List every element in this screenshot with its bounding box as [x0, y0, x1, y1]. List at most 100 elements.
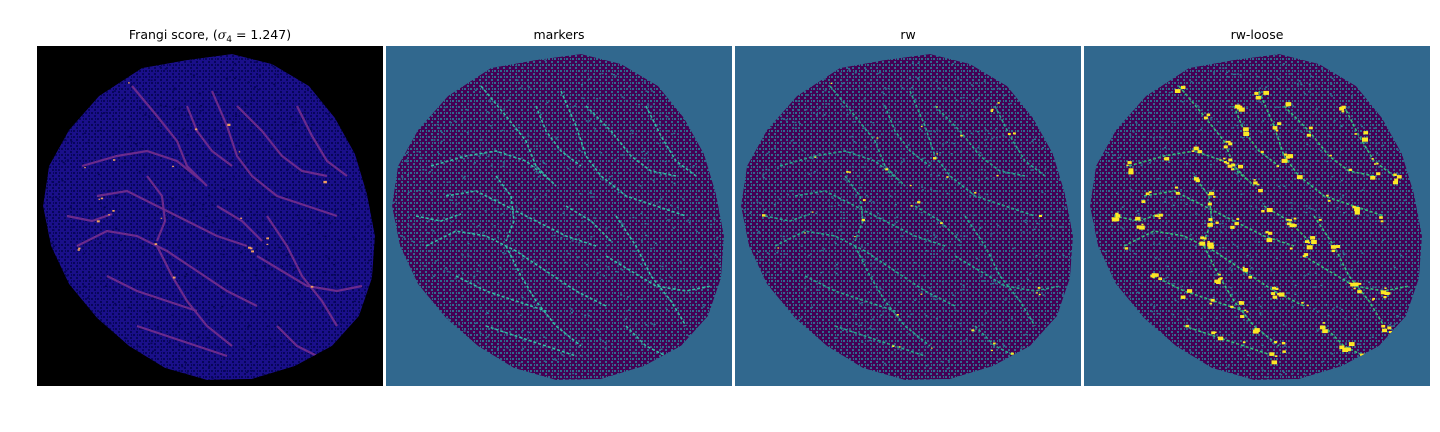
- vessel-trace: [66, 212, 113, 223]
- highlight-mark: [1311, 240, 1317, 244]
- highlight-mark: [1234, 222, 1239, 226]
- vessel-trace: [1343, 105, 1395, 177]
- highlight-mark: [1135, 216, 1141, 221]
- vessel-trace: [1183, 325, 1275, 357]
- highlight-mark: [1236, 218, 1240, 220]
- tissue-region: [392, 54, 724, 380]
- highlight-mark: [1387, 326, 1392, 330]
- highlight-mark: [1157, 215, 1160, 218]
- vessel-trace: [146, 175, 167, 242]
- highlight-mark: [172, 165, 174, 168]
- highlight-mark: [1349, 282, 1352, 284]
- highlight-mark: [1376, 172, 1381, 176]
- highlight-mark: [1274, 341, 1278, 344]
- rw-loose-panel-image: [1084, 46, 1430, 386]
- highlight-mark: [1181, 85, 1186, 89]
- vessel-trace: [185, 105, 233, 167]
- highlight-mark: [1127, 161, 1132, 164]
- highlight-mark: [1158, 277, 1163, 281]
- highlight-mark: [1354, 133, 1357, 135]
- highlight-mark: [1292, 224, 1297, 227]
- highlight-mark: [1374, 163, 1377, 165]
- highlight-mark: [1228, 142, 1233, 146]
- highlight-mark: [1257, 183, 1260, 186]
- vessel-trace: [136, 324, 228, 358]
- highlight-mark: [1272, 295, 1278, 299]
- highlight-mark: [1164, 157, 1170, 161]
- vessel-trace: [934, 105, 1026, 177]
- highlight-mark: [1354, 210, 1360, 215]
- highlight-mark: [1203, 237, 1207, 240]
- highlight-mark: [248, 246, 251, 249]
- vessel-trace: [1313, 215, 1385, 327]
- highlight-mark: [1158, 217, 1161, 220]
- highlight-mark: [861, 218, 865, 222]
- vessel-trace: [276, 325, 318, 357]
- highlight-mark: [1384, 287, 1387, 289]
- tissue-region: [1090, 54, 1422, 380]
- highlight-mark: [1358, 282, 1362, 285]
- highlight-mark: [1392, 180, 1398, 185]
- highlight-mark: [1174, 89, 1181, 93]
- highlight-mark: [1384, 291, 1389, 295]
- vessel-trace: [605, 255, 712, 292]
- highlight-mark: [1306, 133, 1311, 137]
- highlight-mark: [1302, 255, 1306, 258]
- highlight-mark: [814, 156, 817, 158]
- highlight-mark: [1214, 279, 1219, 283]
- highlight-mark: [1296, 175, 1303, 180]
- highlight-mark: [1289, 247, 1293, 250]
- highlight-mark: [1242, 268, 1249, 272]
- highlight-mark: [993, 342, 996, 345]
- highlight-mark: [96, 220, 100, 223]
- highlight-mark: [1265, 231, 1269, 234]
- highlight-mark: [1141, 223, 1144, 226]
- rw-loose-panel-title: rw-loose: [1230, 27, 1284, 42]
- highlight-mark: [1284, 153, 1288, 156]
- highlight-mark: [98, 198, 101, 200]
- highlight-mark: [1209, 302, 1213, 305]
- vessel-trace: [455, 275, 547, 312]
- vessel-trace: [1143, 190, 1295, 247]
- highlight-mark: [1163, 158, 1166, 160]
- highlight-mark: [1236, 105, 1243, 110]
- highlight-mark: [1383, 296, 1387, 299]
- highlight-mark: [1258, 189, 1263, 193]
- highlight-mark: [1217, 336, 1224, 341]
- highlight-mark: [1175, 191, 1180, 195]
- highlight-mark: [1271, 292, 1276, 295]
- highlight-mark: [1244, 309, 1247, 312]
- markers-panel-title: markers: [533, 27, 585, 42]
- highlight-mark: [1380, 220, 1384, 223]
- highlight-mark: [1230, 225, 1235, 229]
- highlight-mark: [1211, 331, 1216, 335]
- vessel-trace: [1303, 255, 1410, 292]
- vessel-trace: [1203, 245, 1280, 347]
- vessel-trace: [585, 105, 677, 177]
- highlight-mark: [804, 232, 806, 234]
- highlight-mark: [1230, 305, 1234, 308]
- highlight-mark: [1371, 299, 1374, 301]
- highlight-mark: [1253, 179, 1256, 181]
- vessel-trace: [156, 245, 233, 347]
- highlight-mark: [896, 314, 899, 316]
- highlight-mark: [1246, 311, 1249, 313]
- highlight-mark: [1363, 131, 1369, 135]
- highlight-mark: [1327, 199, 1331, 202]
- highlight-mark: [1362, 137, 1368, 142]
- highlight-mark: [1370, 176, 1376, 180]
- vessel-trace: [495, 175, 515, 242]
- highlight-mark: [762, 214, 766, 217]
- highlight-mark: [1231, 163, 1236, 167]
- highlight-mark: [1263, 90, 1269, 95]
- highlight-mark: [1207, 202, 1212, 206]
- highlight-mark: [249, 247, 253, 250]
- highlight-mark: [1319, 325, 1326, 330]
- highlight-mark: [227, 123, 231, 126]
- highlight-mark: [1223, 145, 1228, 149]
- highlight-mark: [113, 159, 116, 161]
- frangi-title-prefix: Frangi score, (: [128, 27, 218, 42]
- vessel-trace: [76, 229, 258, 307]
- highlight-mark: [1207, 240, 1210, 243]
- highlight-mark: [1203, 116, 1208, 120]
